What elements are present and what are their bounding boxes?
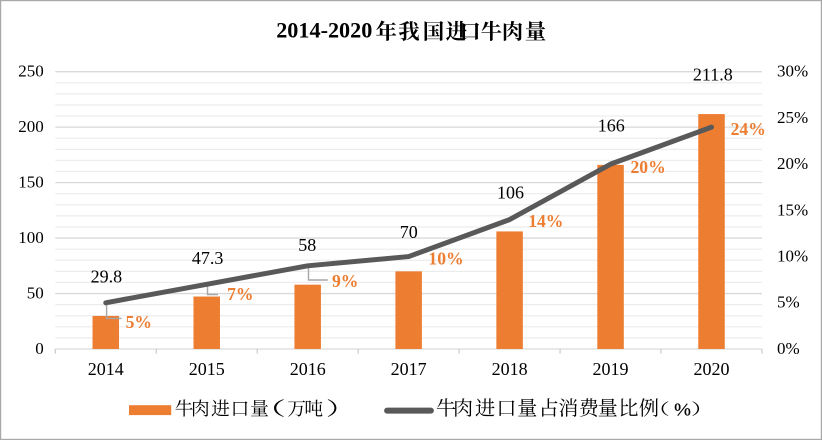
svg-text:30%: 30% <box>777 62 808 81</box>
svg-text:100: 100 <box>18 228 44 247</box>
svg-text:200: 200 <box>18 117 44 136</box>
svg-text:50: 50 <box>27 283 44 302</box>
svg-text:2015: 2015 <box>189 359 225 379</box>
svg-text:2019: 2019 <box>593 359 629 379</box>
svg-text:5%: 5% <box>777 293 800 312</box>
svg-text:14%: 14% <box>528 211 563 231</box>
svg-text:0: 0 <box>35 339 44 358</box>
svg-text:106: 106 <box>497 182 524 202</box>
svg-text:24%: 24% <box>731 119 766 139</box>
svg-text:25%: 25% <box>777 108 808 127</box>
svg-text:2017: 2017 <box>391 359 427 379</box>
svg-text:2018: 2018 <box>492 359 528 379</box>
svg-text:29.8: 29.8 <box>91 267 123 287</box>
svg-text:150: 150 <box>18 173 44 192</box>
svg-text:2014-2020: 2014-2020 <box>276 18 372 43</box>
svg-text:10%: 10% <box>777 246 808 265</box>
svg-text:15%: 15% <box>777 200 808 219</box>
svg-text:2020: 2020 <box>694 359 730 379</box>
svg-text:2016: 2016 <box>290 359 326 379</box>
svg-text:20%: 20% <box>631 157 666 177</box>
svg-text:166: 166 <box>598 116 625 136</box>
svg-text:20%: 20% <box>777 154 808 173</box>
svg-text:10%: 10% <box>428 248 463 268</box>
svg-text:5%: 5% <box>126 312 152 332</box>
svg-text:70: 70 <box>400 222 418 242</box>
svg-text:211.8: 211.8 <box>693 64 733 84</box>
svg-text:2014: 2014 <box>88 359 124 379</box>
svg-text:0%: 0% <box>777 339 800 358</box>
svg-text:9%: 9% <box>332 271 358 291</box>
svg-text:7%: 7% <box>227 284 253 304</box>
svg-text:47.3: 47.3 <box>192 248 224 268</box>
svg-text:250: 250 <box>18 62 44 81</box>
svg-text:58: 58 <box>298 235 316 255</box>
